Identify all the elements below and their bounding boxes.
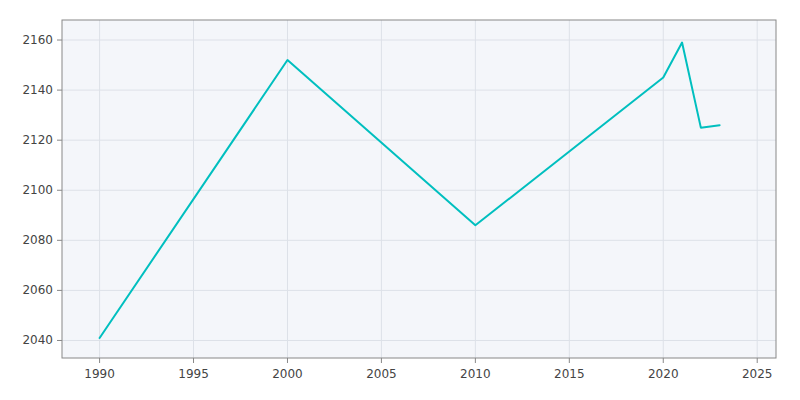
y-tick	[57, 140, 62, 141]
chart-svg: 1990 1995 2000 2005 2010 2015 2020 2025 2040 2060…	[0, 0, 800, 400]
y-tick	[57, 190, 62, 191]
y-grid-line	[62, 140, 776, 141]
x-tick-label: 1990	[84, 367, 115, 381]
x-tick	[475, 358, 476, 363]
x-tick	[757, 358, 758, 363]
x-grid-line	[381, 20, 382, 358]
y-tick-label: 2160	[22, 33, 53, 47]
y-tick	[57, 90, 62, 91]
plot-frame	[62, 20, 776, 358]
y-tick-label: 2140	[22, 83, 53, 97]
y-grid-line	[62, 90, 776, 91]
grid	[62, 20, 776, 358]
data-line	[100, 43, 720, 338]
data-layer	[100, 43, 720, 338]
y-grid-line	[62, 240, 776, 241]
x-grid-line	[99, 20, 100, 358]
x-tick-label: 1995	[178, 367, 209, 381]
x-grid-line	[287, 20, 288, 358]
x-tick	[193, 358, 194, 363]
chart-container: 1990 1995 2000 2005 2010 2015 2020 2025 2040 2060…	[0, 0, 800, 400]
x-tick-label: 2015	[554, 367, 585, 381]
x-grid-line	[193, 20, 194, 358]
axes: 1990 1995 2000 2005 2010 2015 2020 2025 2040 2060…	[22, 33, 772, 381]
x-tick	[381, 358, 382, 363]
y-tick-label: 2080	[22, 233, 53, 247]
x-tick	[569, 358, 570, 363]
x-tick	[99, 358, 100, 363]
y-tick-label: 2100	[22, 183, 53, 197]
y-tick-label: 2060	[22, 283, 53, 297]
x-grid-line	[757, 20, 758, 358]
y-tick	[57, 240, 62, 241]
y-tick	[57, 40, 62, 41]
plot-background	[62, 20, 776, 358]
y-tick-label: 2040	[22, 333, 53, 347]
y-tick	[57, 290, 62, 291]
x-grid-line	[475, 20, 476, 358]
y-tick-label: 2120	[22, 133, 53, 147]
y-grid-line	[62, 40, 776, 41]
y-grid-line	[62, 340, 776, 341]
y-grid-line	[62, 290, 776, 291]
x-tick-label: 2005	[366, 367, 397, 381]
x-tick-label: 2000	[272, 367, 303, 381]
x-grid-line	[569, 20, 570, 358]
x-tick-label: 2010	[460, 367, 491, 381]
y-tick	[57, 340, 62, 341]
x-grid-line	[663, 20, 664, 358]
x-tick	[663, 358, 664, 363]
x-tick	[287, 358, 288, 363]
x-tick-label: 2020	[648, 367, 679, 381]
y-grid-line	[62, 190, 776, 191]
x-tick-label: 2025	[742, 367, 773, 381]
